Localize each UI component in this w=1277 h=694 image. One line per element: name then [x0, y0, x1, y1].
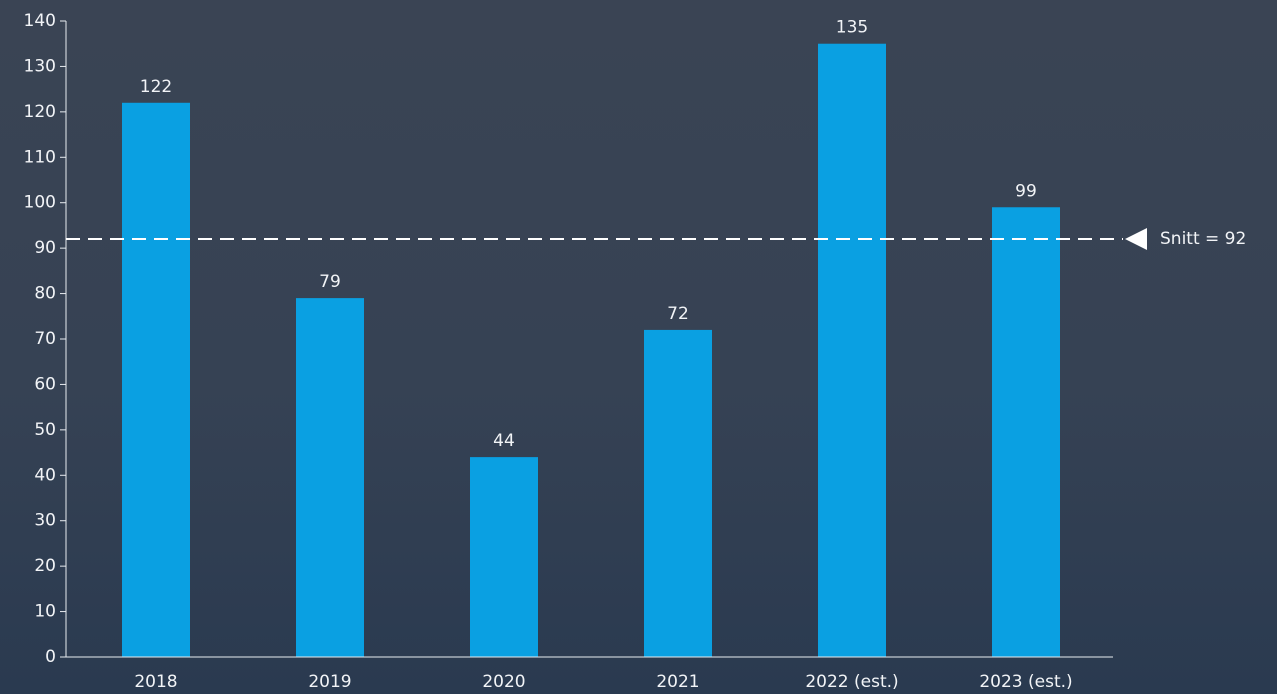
x-tick-label: 2021: [656, 672, 699, 692]
bar: [818, 43, 886, 657]
x-tick-label: 2023 (est.): [979, 672, 1072, 692]
x-tick-label: 2019: [308, 672, 351, 692]
y-tick-label: 30: [34, 511, 56, 531]
y-tick-label: 120: [24, 102, 56, 122]
x-tick-label: 2020: [482, 672, 525, 692]
reference-marker: [1125, 228, 1147, 251]
bar: [470, 457, 538, 657]
bar: [122, 102, 190, 658]
value-label: 44: [493, 431, 515, 451]
y-tick-label: 140: [24, 11, 56, 31]
value-label: 72: [667, 304, 689, 324]
y-tick-label: 90: [34, 238, 56, 258]
y-tick-label: 40: [34, 465, 56, 485]
y-tick-label: 20: [34, 556, 56, 576]
y-tick-label: 50: [34, 420, 56, 440]
x-tick-label: 2018: [134, 672, 177, 692]
value-label: 79: [319, 272, 341, 292]
bar: [296, 298, 364, 657]
y-tick-label: 70: [34, 329, 56, 349]
x-tick-label: 2022 (est.): [805, 672, 898, 692]
y-tick-label: 80: [34, 284, 56, 304]
y-tick-label: 10: [34, 602, 56, 622]
y-tick-label: 110: [24, 147, 56, 167]
y-tick-label: 130: [24, 56, 56, 76]
value-label: 99: [1015, 181, 1037, 201]
y-tick-label: 0: [45, 647, 56, 667]
y-tick-label: 60: [34, 374, 56, 394]
bar: [644, 329, 712, 657]
value-label: 122: [140, 77, 172, 97]
value-label: 135: [836, 18, 868, 38]
bar: [992, 207, 1060, 657]
reference-label: Snitt = 92: [1160, 229, 1246, 249]
y-tick-label: 100: [24, 193, 56, 213]
